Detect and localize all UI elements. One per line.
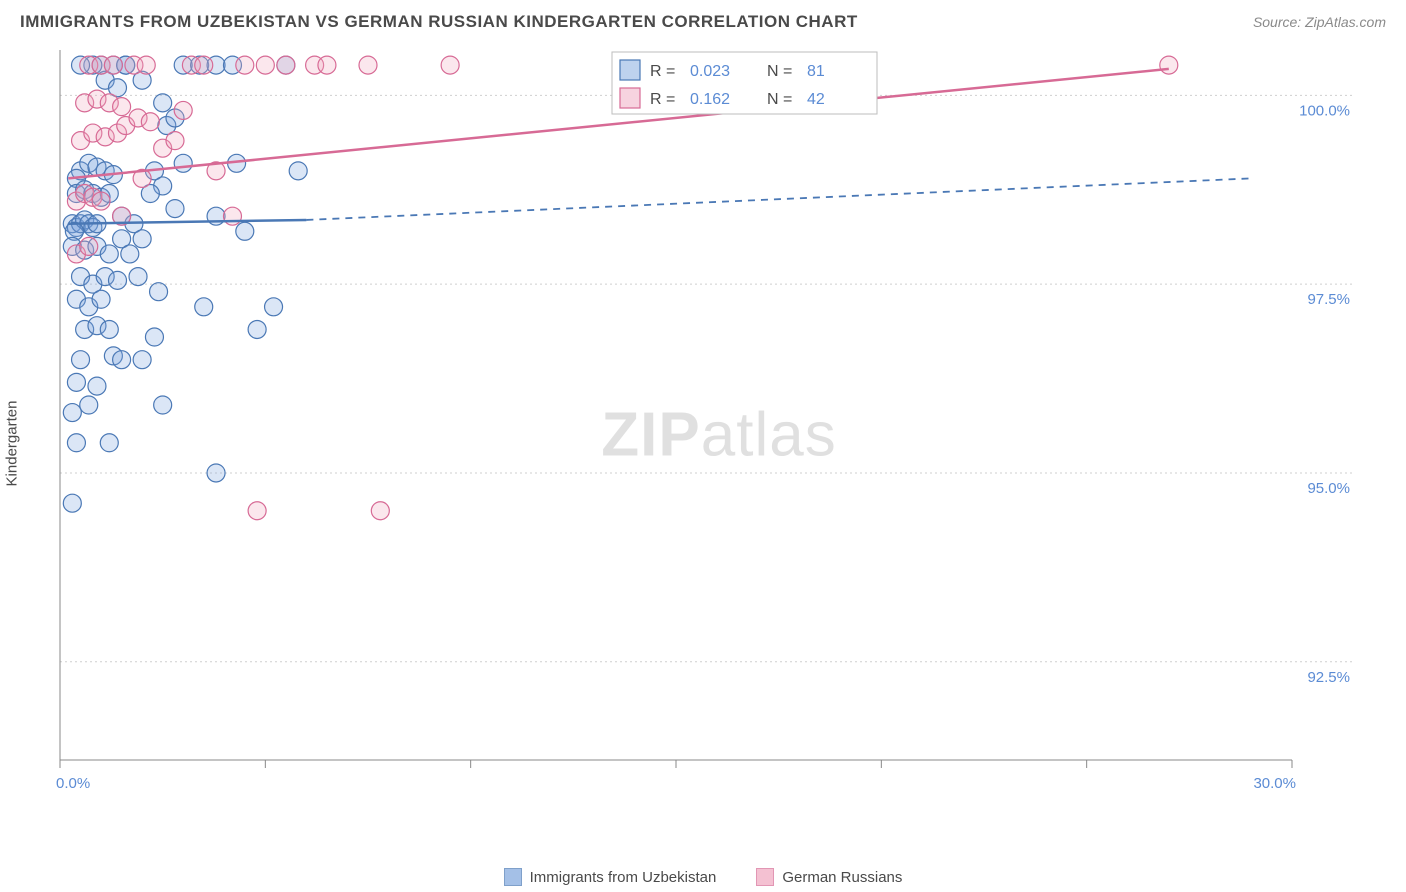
bottom-legend: Immigrants from Uzbekistan German Russia… — [0, 868, 1406, 886]
legend-item-german: German Russians — [756, 868, 902, 886]
legend-swatch-german — [756, 868, 774, 886]
chart-header: IMMIGRANTS FROM UZBEKISTAN VS GERMAN RUS… — [0, 0, 1406, 40]
svg-text:R =: R = — [650, 63, 675, 80]
chart-container: Kindergarten 92.5%95.0%97.5%100.0%0.0%30… — [52, 40, 1386, 830]
svg-text:95.0%: 95.0% — [1307, 480, 1350, 497]
legend-swatch-uzbekistan — [504, 868, 522, 886]
svg-text:R =: R = — [650, 91, 675, 108]
svg-text:81: 81 — [807, 63, 825, 80]
y-axis-label: Kindergarten — [4, 401, 21, 487]
source-label: Source: ZipAtlas.com — [1253, 14, 1386, 30]
svg-text:N =: N = — [767, 63, 792, 80]
svg-text:0.0%: 0.0% — [56, 775, 90, 792]
svg-text:92.5%: 92.5% — [1307, 669, 1350, 686]
scatter-plot: 92.5% 95.0% 97.5% 100.0% 0.0% 30.0% R = 0.023 N… — [52, 40, 1362, 800]
chart-title: IMMIGRANTS FROM UZBEKISTAN VS GERMAN RUS… — [20, 12, 858, 32]
svg-text:0.162: 0.162 — [690, 91, 730, 108]
svg-text:0.023: 0.023 — [690, 63, 730, 80]
svg-text:100.0%: 100.0% — [1299, 102, 1350, 119]
legend-item-uzbekistan: Immigrants from Uzbekistan — [504, 868, 717, 886]
svg-text:N =: N = — [767, 91, 792, 108]
svg-text:30.0%: 30.0% — [1253, 775, 1296, 792]
legend-label-german: German Russians — [782, 869, 902, 886]
svg-text:42: 42 — [807, 91, 825, 108]
svg-text:97.5%: 97.5% — [1307, 291, 1350, 308]
legend-label-uzbekistan: Immigrants from Uzbekistan — [530, 869, 717, 886]
